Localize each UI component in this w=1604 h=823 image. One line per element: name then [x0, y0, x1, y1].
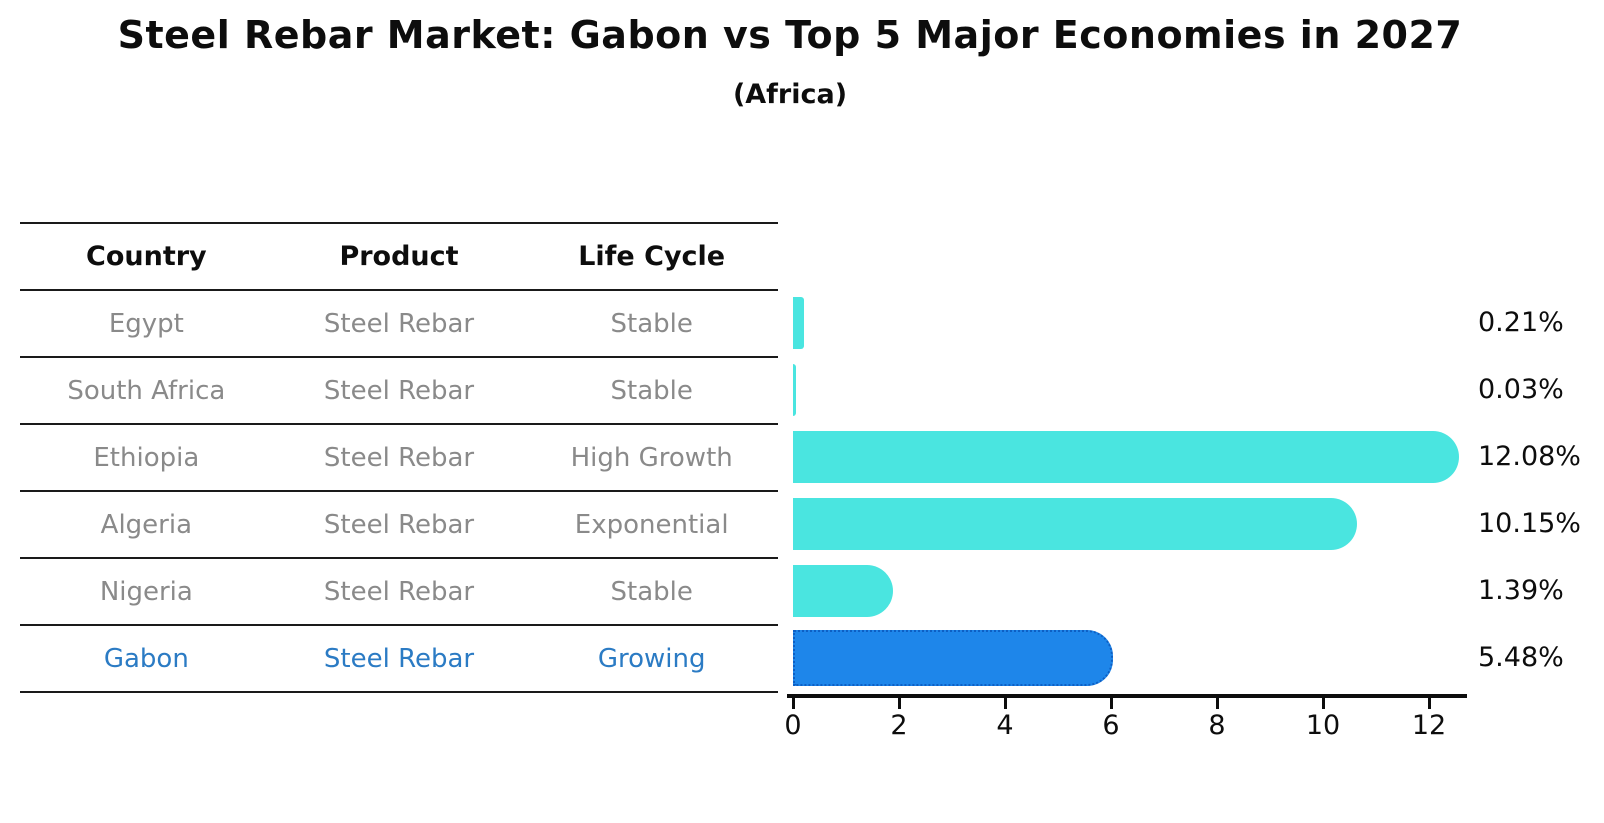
cell-country-egypt: Egypt	[108, 308, 184, 339]
cell-life-cycle-algeria: Exponential	[574, 509, 729, 540]
column-header-country: Country	[86, 241, 207, 272]
cell-country-algeria: Algeria	[100, 509, 193, 540]
x-tick-label-2: 2	[890, 710, 908, 741]
x-tick-label-8: 8	[1208, 710, 1226, 741]
value-label-gabon: 5.48%	[1478, 642, 1564, 673]
bar-chart	[793, 289, 1493, 691]
bar-row-nigeria	[793, 557, 1493, 624]
table-row-algeria: Algeria Steel Rebar Exponential	[20, 490, 778, 557]
cell-country-nigeria: Nigeria	[99, 576, 193, 607]
bar-egypt	[793, 296, 805, 349]
column-header-product: Product	[339, 241, 459, 272]
bar-gabon	[793, 629, 1114, 686]
table-row-gabon: Gabon Steel Rebar Growing	[20, 624, 778, 691]
cell-life-cycle-nigeria: Stable	[610, 576, 693, 607]
cell-country-south-africa: South Africa	[67, 375, 226, 406]
table-row-ethiopia: Ethiopia Steel Rebar High Growth	[20, 423, 778, 490]
bar-row-south-africa	[793, 356, 1493, 423]
value-label-egypt: 0.21%	[1478, 307, 1564, 338]
x-tick-label-10: 10	[1305, 710, 1341, 741]
cell-life-cycle-south-africa: Stable	[610, 375, 693, 406]
cell-life-cycle-gabon: Growing	[597, 643, 706, 674]
x-tick-6	[1110, 698, 1113, 709]
bar-row-algeria	[793, 490, 1493, 557]
value-label-algeria: 10.15%	[1478, 508, 1581, 539]
bar-row-egypt	[793, 289, 1493, 356]
x-tick-12	[1428, 698, 1431, 709]
x-tick-10	[1322, 698, 1325, 709]
value-row-egypt: 0.21%	[1478, 289, 1581, 356]
cell-product-south-africa: Steel Rebar	[323, 375, 475, 406]
cell-country-ethiopia: Ethiopia	[93, 442, 200, 473]
cell-product-algeria: Steel Rebar	[323, 509, 475, 540]
chart-subtitle: (Africa)	[732, 79, 848, 110]
cell-life-cycle-ethiopia: High Growth	[570, 442, 733, 473]
bar-south-africa	[793, 363, 796, 416]
data-table: Country Product Life Cycle Egypt Steel Re…	[20, 222, 778, 693]
column-header-life-cycle: Life Cycle	[578, 241, 726, 272]
value-label-nigeria: 1.39%	[1478, 575, 1564, 606]
table-row-egypt: Egypt Steel Rebar Stable	[20, 289, 778, 356]
x-tick-label-4: 4	[996, 710, 1014, 741]
value-row-algeria: 10.15%	[1478, 490, 1581, 557]
table-header-row: Country Product Life Cycle	[20, 222, 778, 289]
bar-row-gabon	[793, 624, 1493, 691]
chart-title: Steel Rebar Market: Gabon vs Top 5 Major…	[117, 13, 1463, 57]
bar-row-ethiopia	[793, 423, 1493, 490]
bar-algeria	[793, 497, 1357, 550]
value-row-ethiopia: 12.08%	[1478, 423, 1581, 490]
cell-product-ethiopia: Steel Rebar	[323, 442, 475, 473]
table-row-nigeria: Nigeria Steel Rebar Stable	[20, 557, 778, 624]
x-tick-label-6: 6	[1102, 710, 1120, 741]
x-tick-8	[1216, 698, 1219, 709]
cell-product-nigeria: Steel Rebar	[323, 576, 475, 607]
bar-nigeria	[793, 564, 893, 617]
x-tick-label-0: 0	[784, 710, 802, 741]
bar-ethiopia	[793, 430, 1460, 483]
value-labels: 0.21% 0.03% 12.08% 10.15% 1.39% 5.48%	[1478, 289, 1581, 691]
cell-life-cycle-egypt: Stable	[610, 308, 693, 339]
x-tick-0	[792, 698, 795, 709]
cell-country-gabon: Gabon	[103, 643, 189, 674]
table-row-south-africa: South Africa Steel Rebar Stable	[20, 356, 778, 423]
cell-product-gabon: Steel Rebar	[323, 643, 475, 674]
value-row-south-africa: 0.03%	[1478, 356, 1581, 423]
x-tick-4	[1004, 698, 1007, 709]
value-label-ethiopia: 12.08%	[1478, 441, 1581, 472]
x-axis-line	[787, 694, 1467, 698]
value-label-south-africa: 0.03%	[1478, 374, 1564, 405]
cell-product-egypt: Steel Rebar	[323, 308, 475, 339]
value-row-gabon: 5.48%	[1478, 624, 1581, 691]
x-tick-label-12: 12	[1411, 710, 1447, 741]
value-row-nigeria: 1.39%	[1478, 557, 1581, 624]
x-tick-2	[898, 698, 901, 709]
